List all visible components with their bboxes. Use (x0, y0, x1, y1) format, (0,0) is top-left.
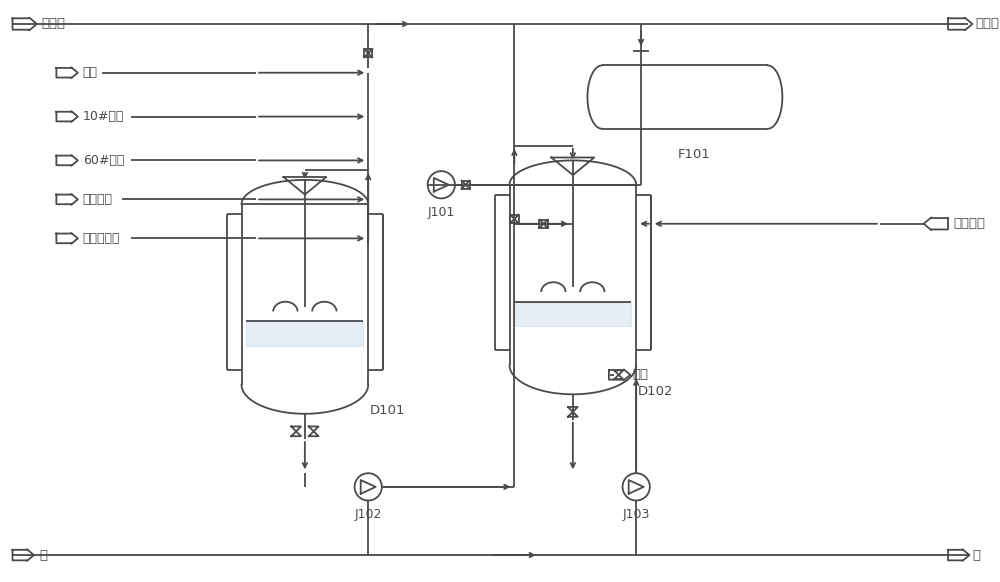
Text: 氯丁橡胶: 氯丁橡胶 (953, 217, 985, 230)
Text: 助剂: 助剂 (83, 66, 98, 79)
Text: 水蒸气: 水蒸气 (975, 17, 999, 30)
Text: J102: J102 (355, 508, 382, 521)
Text: 10#沥青: 10#沥青 (83, 110, 124, 123)
Text: 无机乳化剂: 无机乳化剂 (83, 232, 120, 245)
Text: J103: J103 (623, 508, 650, 521)
Text: 水: 水 (972, 549, 980, 562)
Text: 聚乙烯醇: 聚乙烯醇 (83, 193, 113, 206)
Text: 水: 水 (40, 549, 48, 562)
Text: J101: J101 (428, 206, 455, 219)
Text: 水蒸气: 水蒸气 (42, 17, 66, 30)
Text: 60#沥青: 60#沥青 (83, 154, 124, 167)
Text: D101: D101 (370, 404, 406, 417)
Text: F101: F101 (678, 148, 711, 161)
Text: D102: D102 (638, 385, 674, 398)
Text: 产品: 产品 (632, 368, 648, 381)
